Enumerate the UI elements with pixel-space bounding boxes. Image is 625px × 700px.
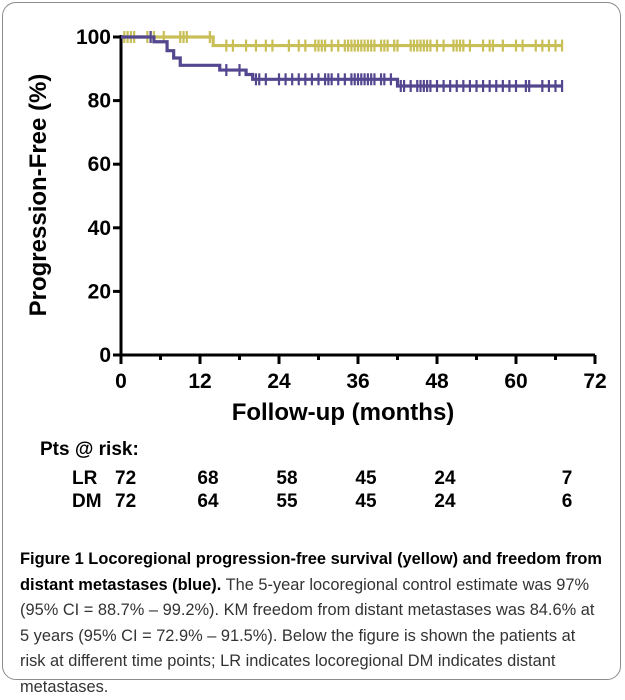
y-tick-label: 40 bbox=[88, 217, 111, 240]
at-risk-value: 55 bbox=[276, 491, 298, 512]
y-tick-label: 100 bbox=[76, 26, 111, 49]
at-risk-row-label: DM bbox=[72, 491, 102, 512]
at-risk-value: 58 bbox=[276, 468, 297, 489]
x-tick-label: 36 bbox=[346, 370, 369, 393]
at-risk-row-label: LR bbox=[72, 468, 98, 489]
x-tick-label: 48 bbox=[425, 370, 449, 393]
y-tick-label: 80 bbox=[88, 90, 111, 113]
at-risk-value: 45 bbox=[355, 468, 377, 489]
km-chart: 0 20 40 60 80 100 0 12 24 36 48 60 72 LR 72 68 58 45 24 7 DM… bbox=[25, 26, 607, 512]
at-risk-value: 68 bbox=[197, 468, 218, 489]
figure-frame bbox=[2, 2, 621, 680]
y-tick-label: 60 bbox=[88, 153, 111, 176]
at-risk-header: Pts @ risk: bbox=[40, 439, 139, 460]
y-axis-title: Progression-Free (%) bbox=[25, 74, 52, 317]
y-tick-label: 20 bbox=[88, 280, 111, 303]
series-line-dm bbox=[121, 35, 563, 88]
x-tick-label: 0 bbox=[115, 370, 127, 393]
x-axis-title: Follow-up (months) bbox=[232, 399, 455, 426]
x-tick-label: 24 bbox=[267, 370, 291, 393]
x-tick-label: 60 bbox=[504, 370, 527, 393]
at-risk-value: 6 bbox=[562, 491, 573, 512]
caption-title: Figure 1 Locoregional progression-free s… bbox=[20, 550, 602, 594]
at-risk-value: 72 bbox=[115, 468, 136, 489]
at-risk-value: 7 bbox=[562, 468, 573, 489]
at-risk-value: 24 bbox=[434, 468, 456, 489]
at-risk-value: 24 bbox=[434, 491, 456, 512]
x-tick-label: 72 bbox=[583, 370, 606, 393]
at-risk-value: 45 bbox=[355, 491, 377, 512]
x-tick-label: 12 bbox=[188, 370, 211, 393]
at-risk-value: 72 bbox=[115, 491, 136, 512]
figure-caption: Figure 1 Locoregional progression-free s… bbox=[20, 547, 605, 700]
y-tick-label: 0 bbox=[99, 344, 111, 367]
at-risk-value: 64 bbox=[197, 491, 219, 512]
